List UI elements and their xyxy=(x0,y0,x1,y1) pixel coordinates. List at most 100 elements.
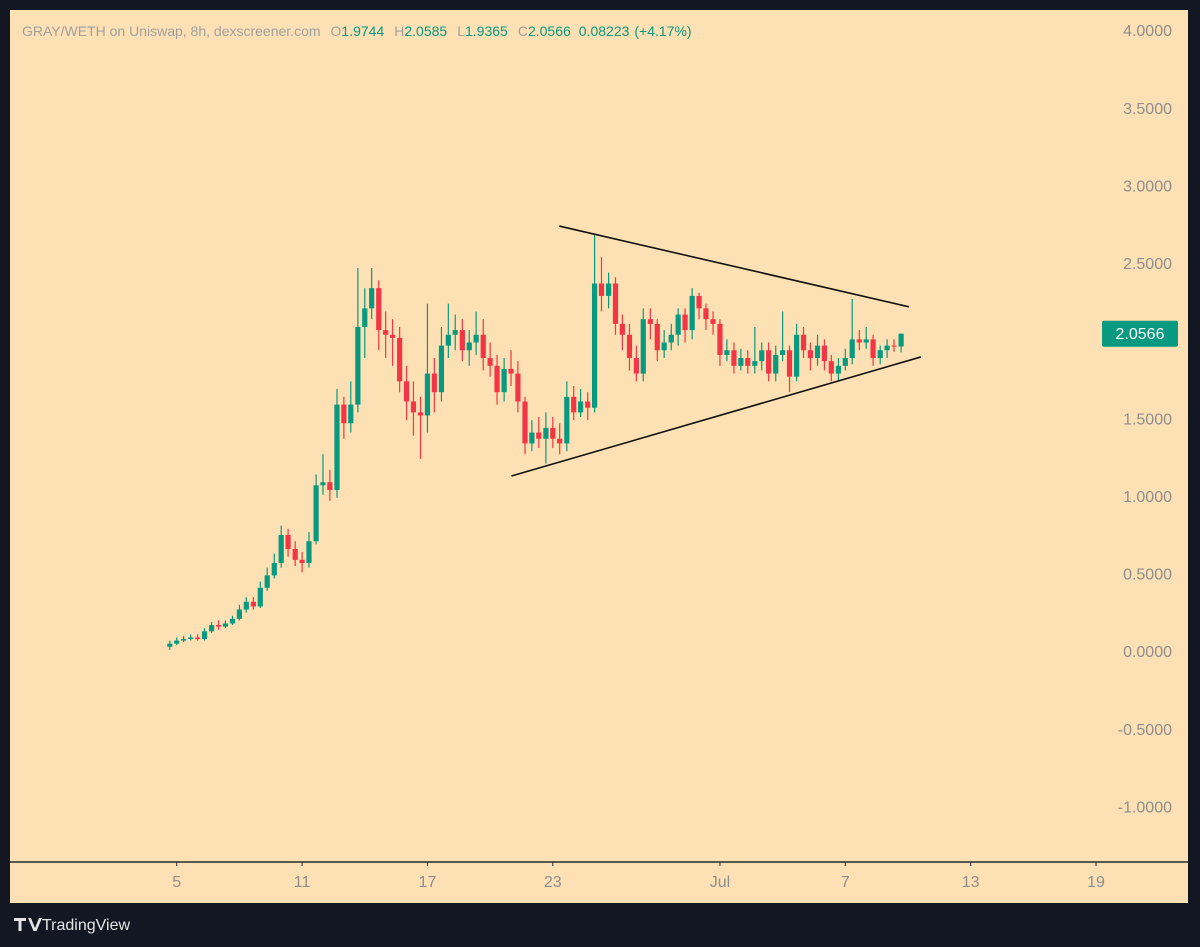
candle-body xyxy=(689,295,695,331)
y-tick-label: 4.0000 xyxy=(1123,23,1172,40)
candle-body xyxy=(807,350,814,359)
candle-body xyxy=(647,319,653,324)
candle-body xyxy=(355,326,361,405)
candle-body xyxy=(821,345,828,362)
footer-brand: TradingView xyxy=(42,917,130,934)
x-tick-label: Jul xyxy=(710,874,730,891)
legend-letter: C xyxy=(518,23,528,39)
candle-body xyxy=(167,643,173,647)
x-tick-label: 11 xyxy=(294,874,311,891)
candle-body xyxy=(222,623,229,627)
candle-body xyxy=(780,350,786,355)
candle-body xyxy=(494,365,500,393)
candle-body xyxy=(209,625,215,632)
candle-body xyxy=(668,334,674,343)
candle-body xyxy=(264,575,270,588)
chart-background xyxy=(10,10,1188,903)
candle-body xyxy=(731,350,737,366)
candle-body xyxy=(661,342,667,351)
y-tick-label: -0.5000 xyxy=(1118,722,1172,739)
candle-body xyxy=(313,485,319,542)
legend-letter: O xyxy=(331,23,342,39)
candle-body xyxy=(536,432,542,439)
candle-body xyxy=(195,637,201,640)
candle-body xyxy=(626,334,633,359)
candle-body xyxy=(675,314,681,335)
candle-body xyxy=(410,401,417,413)
candle-body xyxy=(717,323,723,355)
legend-title: GRAY/WETH on Uniswap, 8h, dexscreener.co… xyxy=(22,23,321,39)
candle-body xyxy=(710,319,716,324)
candles xyxy=(167,233,904,650)
candle-body xyxy=(397,337,403,382)
y-tick-label: -1.0000 xyxy=(1118,799,1172,816)
candle-body xyxy=(738,358,744,366)
candle-body xyxy=(438,345,445,393)
candle-body xyxy=(724,350,730,355)
candle-body xyxy=(800,334,807,351)
candle-body xyxy=(543,427,549,439)
candle-body xyxy=(369,288,375,309)
candle-body xyxy=(417,412,424,416)
candle-body xyxy=(341,404,347,424)
legend-value: 1.9744 xyxy=(341,23,384,39)
y-tick-label: 1.0000 xyxy=(1123,489,1172,506)
x-tick-label: 13 xyxy=(962,874,980,891)
candle-body xyxy=(271,562,277,576)
candle-body xyxy=(403,381,410,402)
candle-body xyxy=(501,368,507,393)
candle-body xyxy=(640,319,646,374)
x-tick-label: 19 xyxy=(1087,874,1105,891)
candle-body xyxy=(466,342,472,351)
candle-body xyxy=(633,358,639,374)
candle-body xyxy=(529,432,535,444)
candle-body xyxy=(236,609,243,619)
candle-body xyxy=(654,323,660,351)
candle-body xyxy=(292,548,298,560)
candle-body xyxy=(473,334,479,343)
candle-body xyxy=(849,339,855,359)
legend-value: 2.0566 xyxy=(528,23,571,39)
legend-header: GRAY/WETH on Uniswap, 8h, dexscreener.co… xyxy=(22,23,692,39)
candle-body xyxy=(619,323,625,335)
candle-body xyxy=(794,334,800,377)
candle-body xyxy=(278,535,284,563)
candle-body xyxy=(682,314,688,331)
candle-body xyxy=(703,308,709,320)
candle-body xyxy=(571,396,577,413)
candle-body xyxy=(786,350,793,377)
candle-body xyxy=(759,350,765,362)
candle-body xyxy=(452,330,458,335)
candle-body xyxy=(612,283,619,324)
candle-body xyxy=(585,401,591,408)
y-tick-label: 2.5000 xyxy=(1123,256,1172,273)
candle-body xyxy=(856,339,862,343)
candle-body xyxy=(842,358,848,366)
trendline xyxy=(511,356,922,477)
candle-body xyxy=(243,601,249,610)
tradingview-logo xyxy=(14,918,42,931)
candle-body xyxy=(480,334,486,359)
candle-body xyxy=(891,345,897,347)
candle-body xyxy=(898,333,904,347)
candle-body xyxy=(188,637,194,640)
x-tick-label: 17 xyxy=(419,874,437,891)
candle-body xyxy=(522,401,528,444)
candle-body xyxy=(327,482,333,490)
candle-body xyxy=(745,358,751,366)
candle-body xyxy=(250,601,257,607)
last-price-tag xyxy=(1102,320,1178,347)
legend-change: 0.08223 xyxy=(579,23,630,39)
candle-body xyxy=(181,639,187,641)
candle-body xyxy=(863,339,869,343)
legend-letter: H xyxy=(394,23,404,39)
y-tick-label: 1.5000 xyxy=(1123,411,1172,428)
candle-body xyxy=(696,295,702,309)
candle-body xyxy=(459,330,465,351)
candle-body xyxy=(577,401,584,413)
candle-body xyxy=(285,535,291,549)
candle-body xyxy=(828,361,834,374)
candle-body xyxy=(773,354,779,374)
candle-body xyxy=(306,541,312,563)
